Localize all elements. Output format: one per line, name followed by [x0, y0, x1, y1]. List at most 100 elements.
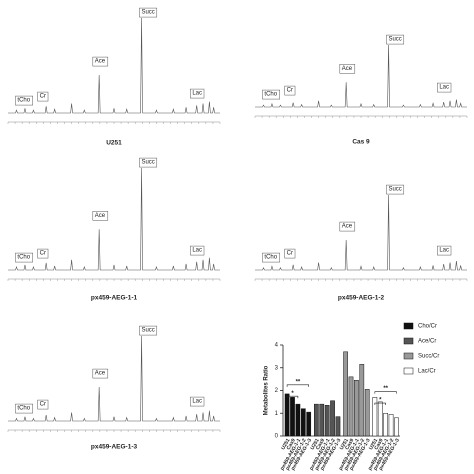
spectrum-caption: px459-AEG-1-3 — [91, 444, 138, 451]
legend-swatch — [403, 352, 414, 360]
legend-label: Cho/Cr — [418, 324, 437, 330]
x-tick-label: U251 — [368, 437, 379, 451]
peak-label: Lac — [192, 91, 202, 97]
peak-label: Lac — [192, 248, 202, 254]
peak-label: Cr — [287, 251, 293, 257]
bar — [383, 413, 388, 437]
bar — [354, 380, 359, 437]
spectrum-caption: Cas 9 — [352, 139, 370, 146]
y-tick-label: 4 — [275, 343, 279, 349]
spectrum — [8, 17, 220, 114]
bar — [300, 408, 306, 437]
legend-label: Succ/Cr — [418, 354, 439, 360]
peak-label: Cr — [287, 88, 293, 94]
spectrum — [8, 335, 220, 422]
peak-label: Lac — [439, 85, 449, 91]
bar — [343, 351, 348, 437]
bar — [348, 376, 354, 437]
significance-label: ** — [296, 379, 301, 385]
peak-label: Ace — [342, 66, 353, 72]
peak-label: Ace — [342, 224, 353, 230]
bar — [364, 389, 370, 437]
peak-label-box — [139, 157, 158, 168]
x-tick-label: Cas9 — [286, 437, 297, 451]
y-tick-label: 0 — [275, 434, 279, 440]
legend-swatch — [403, 337, 414, 345]
peak-label-box — [139, 325, 158, 336]
peak-label: Succ — [141, 160, 154, 166]
peak-label: Succ — [141, 328, 154, 334]
y-tick-label: 3 — [275, 365, 279, 371]
peak-label-box — [37, 91, 49, 102]
y-tick-label: 2 — [275, 388, 279, 394]
spectrum-caption: px459-AEG-1-2 — [338, 295, 385, 302]
peak-label: Cr — [40, 94, 46, 100]
bar — [372, 397, 378, 437]
significance-bracket — [374, 402, 386, 406]
peak-label-box — [92, 368, 109, 379]
peak-label: Lac — [192, 399, 202, 405]
y-axis-label: Metabolites Ratio — [264, 365, 270, 415]
peak-label-box — [92, 211, 109, 221]
peak-label-box — [37, 248, 49, 259]
peak-label-box — [262, 89, 281, 100]
peak-label-box — [37, 399, 49, 410]
x-tick-label: U251 — [280, 437, 291, 451]
spectrum-caption: U251 — [106, 140, 122, 147]
peak-label-box — [15, 252, 34, 263]
bar — [306, 411, 312, 437]
bar — [359, 364, 365, 437]
significance-label: ** — [383, 386, 388, 392]
legend-label: Ace/Cr — [418, 339, 436, 345]
significance-bracket — [286, 384, 309, 387]
legend-swatch — [403, 367, 414, 375]
peak-label-box — [139, 7, 158, 18]
peak-label: Cr — [40, 402, 46, 408]
peak-label: tCho — [264, 92, 277, 98]
significance-label: * — [379, 398, 382, 404]
x-tick-label: U251 — [310, 437, 321, 451]
legend-swatch — [403, 322, 414, 330]
peak-label: tCho — [17, 98, 30, 104]
spectrum — [255, 194, 467, 271]
peak-label: Lac — [439, 248, 449, 254]
significance-label: * — [291, 391, 294, 397]
peak-label-box — [386, 184, 405, 195]
bar — [295, 403, 301, 437]
peak-label: tCho — [17, 406, 30, 412]
peak-label-box — [386, 34, 405, 45]
peak-label: Succ — [388, 37, 401, 43]
significance-bracket — [374, 391, 397, 394]
peak-label-box — [284, 85, 296, 96]
peak-label-box — [15, 403, 34, 414]
peak-label-box — [92, 56, 109, 67]
bar — [314, 403, 319, 437]
bar — [394, 417, 399, 437]
peak-label: tCho — [264, 255, 277, 261]
peak-label-box — [262, 252, 281, 263]
x-tick-label: Cas9 — [373, 437, 384, 451]
x-tick-label: U251 — [339, 437, 350, 451]
spectrum — [8, 167, 220, 271]
peak-label-box — [190, 245, 205, 256]
peak-label: Ace — [95, 371, 106, 377]
peak-label: Ace — [95, 213, 106, 219]
significance-bracket — [286, 395, 299, 399]
bar — [324, 405, 330, 437]
bar — [284, 393, 290, 437]
peak-label-box — [190, 88, 205, 99]
bar — [377, 401, 383, 437]
peak-label-box — [437, 245, 452, 256]
legend-label: Lac/Cr — [418, 369, 436, 375]
peak-label: tCho — [17, 255, 30, 261]
bar — [290, 397, 295, 437]
bar — [388, 414, 394, 437]
bar — [335, 416, 341, 437]
peak-label: Ace — [95, 59, 106, 65]
bar — [330, 400, 335, 437]
peak-label-box — [339, 64, 356, 74]
y-tick-label: 1 — [275, 411, 279, 417]
peak-label: Cr — [40, 251, 46, 257]
spectrum — [255, 44, 467, 108]
